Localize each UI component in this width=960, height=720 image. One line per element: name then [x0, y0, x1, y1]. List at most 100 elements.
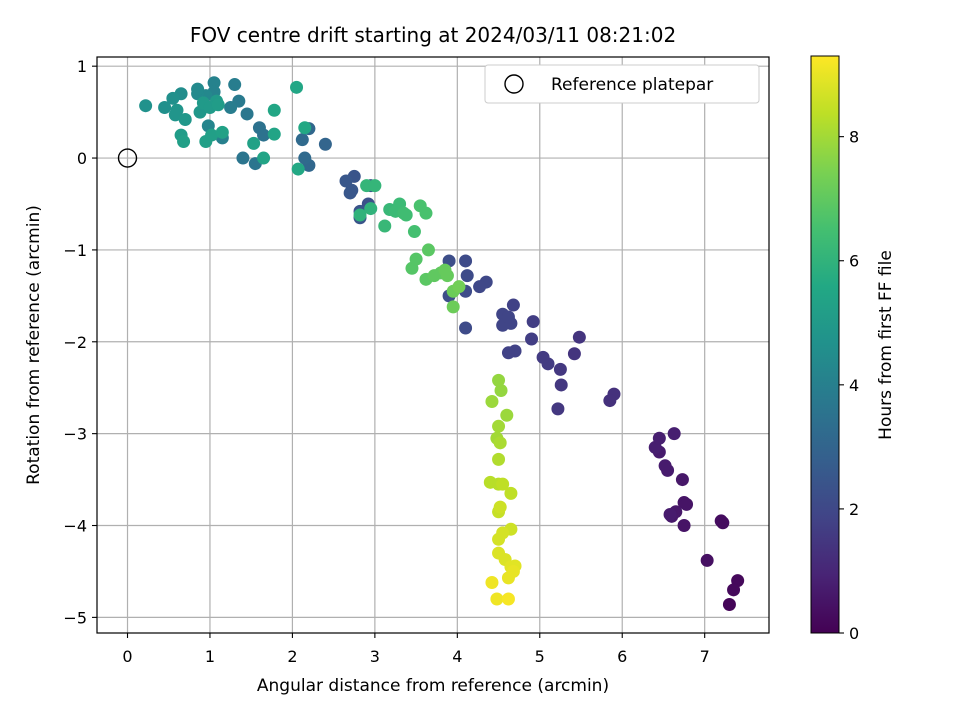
data-point	[459, 254, 473, 268]
data-point	[240, 107, 254, 121]
y-tick-label: −2	[63, 333, 87, 352]
x-tick-label: 1	[205, 647, 215, 666]
data-point	[399, 208, 413, 222]
x-tick-label: 2	[287, 647, 297, 666]
data-point	[658, 459, 672, 473]
data-point	[168, 108, 182, 122]
data-point	[205, 128, 219, 142]
data-point	[215, 125, 229, 139]
x-axis-ticks: 0 1 2 3 4 5 6 7	[122, 633, 710, 666]
data-point	[291, 162, 305, 176]
data-point	[493, 436, 507, 450]
x-tick-label: 6	[617, 647, 627, 666]
legend: Reference platepar	[484, 64, 760, 104]
data-point	[492, 373, 506, 387]
data-point	[295, 133, 309, 147]
data-point	[298, 151, 312, 165]
data-point	[492, 532, 506, 546]
colorbar-ticks: 0 2 4 6 8	[839, 128, 859, 643]
data-point	[554, 378, 568, 392]
x-tick-label: 0	[122, 647, 132, 666]
data-point	[652, 431, 666, 445]
data-point	[368, 179, 382, 193]
data-point	[459, 321, 473, 335]
data-point	[501, 571, 515, 585]
data-point	[680, 497, 694, 511]
data-point	[485, 575, 499, 589]
colorbar-tick-label: 2	[849, 500, 859, 519]
data-point	[572, 330, 586, 344]
data-point	[339, 174, 353, 188]
data-point	[353, 208, 367, 222]
data-point	[452, 280, 466, 294]
y-axis-ticks: −5 −4 −3 −2 −1 0 1	[63, 57, 97, 627]
data-point	[567, 347, 581, 361]
y-tick-label: −3	[63, 425, 87, 444]
data-point	[378, 219, 392, 233]
x-tick-label: 7	[700, 647, 710, 666]
data-point	[247, 136, 261, 150]
data-point	[501, 310, 515, 324]
data-point	[494, 383, 508, 397]
data-point	[421, 243, 435, 257]
legend-marker	[504, 74, 524, 94]
data-point	[460, 269, 474, 283]
data-point	[492, 419, 506, 433]
data-point	[501, 592, 515, 606]
data-point	[211, 98, 225, 112]
data-point	[700, 553, 714, 567]
data-point	[485, 394, 499, 408]
data-point	[496, 477, 510, 491]
chart-title: FOV centre drift starting at 2024/03/11 …	[190, 23, 676, 47]
data-point	[178, 112, 192, 126]
data-point	[446, 300, 460, 314]
data-point	[492, 452, 506, 466]
data-points	[139, 76, 745, 612]
data-point	[490, 592, 504, 606]
data-point	[419, 206, 433, 220]
data-point	[536, 350, 550, 364]
x-tick-label: 4	[452, 647, 462, 666]
data-point	[667, 427, 681, 441]
data-point	[318, 137, 332, 151]
data-point	[191, 82, 205, 96]
colorbar-label: Hours from first FF file	[876, 250, 896, 440]
data-point	[177, 135, 191, 149]
data-point	[675, 473, 689, 487]
x-axis-label: Angular distance from reference (arcmin)	[257, 676, 609, 696]
data-point	[343, 186, 357, 200]
data-point	[298, 121, 312, 135]
data-point	[551, 402, 565, 416]
data-point	[236, 151, 250, 165]
colorbar-tick-label: 6	[849, 252, 859, 271]
data-point	[364, 202, 378, 216]
data-point	[257, 128, 271, 142]
data-point	[727, 583, 741, 597]
data-point	[267, 127, 281, 141]
legend-label: Reference platepar	[551, 75, 713, 95]
data-point	[224, 101, 238, 115]
data-point	[440, 269, 454, 283]
data-point	[500, 408, 514, 422]
data-point	[207, 76, 221, 90]
colorbar-tick-label: 8	[849, 128, 859, 147]
plot-frame	[96, 56, 770, 634]
legend-box	[484, 64, 760, 104]
x-tick-label: 5	[535, 647, 545, 666]
data-point	[663, 507, 677, 521]
y-tick-label: −1	[63, 241, 87, 260]
y-tick-label: −4	[63, 517, 87, 536]
colorbar	[810, 55, 840, 634]
y-tick-label: 0	[77, 149, 87, 168]
data-point	[139, 99, 153, 113]
data-point	[501, 346, 515, 360]
colorbar-tick-label: 0	[849, 624, 859, 643]
y-tick-label: 1	[77, 57, 87, 76]
data-point	[506, 298, 520, 312]
colorbar-tick-label: 4	[849, 376, 859, 395]
grid-lines	[97, 57, 769, 633]
reference-platepar-marker	[117, 148, 138, 168]
data-point	[677, 519, 691, 533]
data-point	[493, 500, 507, 514]
